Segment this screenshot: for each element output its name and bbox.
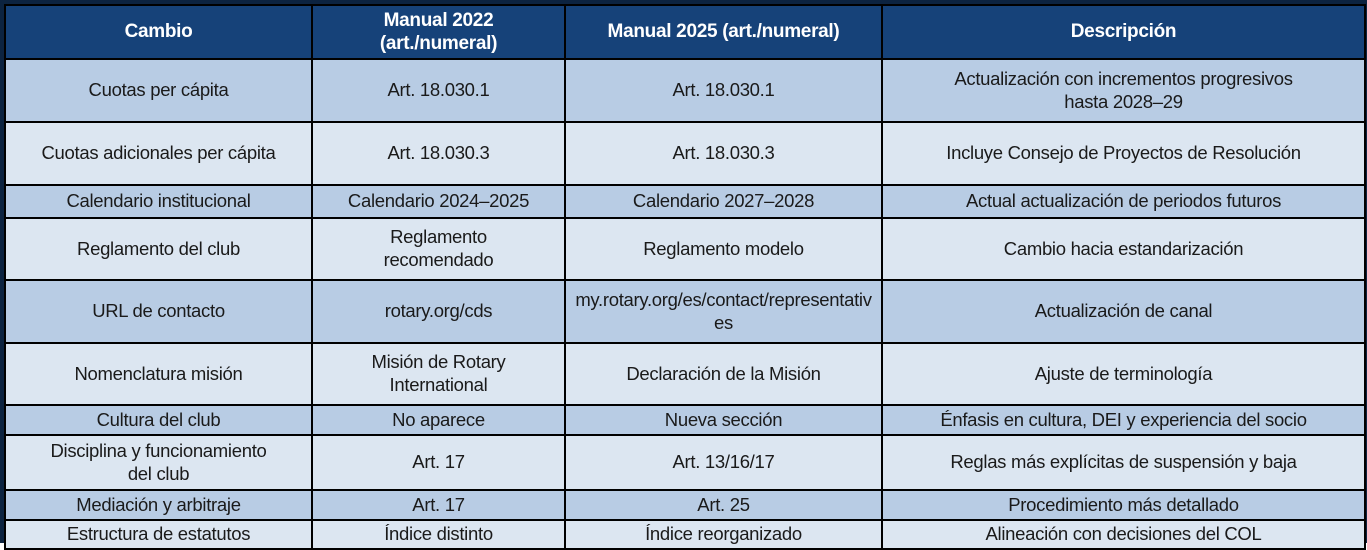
cell-manual-2022: Índice distinto — [311, 519, 566, 550]
cell-manual-2025: Reglamento modelo — [564, 217, 883, 281]
cell-cambio: Cuotas adicionales per cápita — [4, 121, 313, 186]
table-row: Calendario institucional Calendario 2024… — [4, 184, 1366, 219]
cell-manual-2022: No aparece — [311, 404, 566, 436]
cell-descripcion: Ajuste de terminología — [881, 342, 1366, 406]
cell-manual-2025: Art. 18.030.1 — [564, 58, 883, 123]
cell-descripcion: Cambio hacia estandarización — [881, 217, 1366, 281]
table-row: Estructura de estatutos Índice distinto … — [4, 519, 1366, 550]
cell-manual-2025: Calendario 2027–2028 — [564, 184, 883, 219]
table-row: Mediación y arbitraje Art. 17 Art. 25 Pr… — [4, 489, 1366, 521]
cell-cambio: Mediación y arbitraje — [4, 489, 313, 521]
cell-descripcion: Actualización con incrementos progresivo… — [881, 58, 1366, 123]
cell-descripcion: Incluye Consejo de Proyectos de Resoluci… — [881, 121, 1366, 186]
cell-manual-2025: Índice reorganizado — [564, 519, 883, 550]
cell-manual-2022: Art. 18.030.3 — [311, 121, 566, 186]
column-header-manual-2022: Manual 2022 (art./numeral) — [311, 4, 566, 60]
cell-cambio: Cultura del club — [4, 404, 313, 436]
cell-descripcion: Alineación con decisiones del COL — [881, 519, 1366, 550]
cell-manual-2022: Calendario 2024–2025 — [311, 184, 566, 219]
table-row: Disciplina y funcionamiento del club Art… — [4, 434, 1366, 491]
cell-manual-2022: Art. 17 — [311, 434, 566, 491]
cell-manual-2022: rotary.org/cds — [311, 279, 566, 344]
cell-cambio: Reglamento del club — [4, 217, 313, 281]
manual-comparison-table: Cambio Manual 2022 (art./numeral) Manual… — [4, 4, 1366, 550]
cell-cambio: URL de contacto — [4, 279, 313, 344]
column-header-manual-2025: Manual 2025 (art./numeral) — [564, 4, 883, 60]
cell-descripcion: Reglas más explícitas de suspensión y ba… — [881, 434, 1366, 491]
cell-cambio: Disciplina y funcionamiento del club — [4, 434, 313, 491]
table-row: Cuotas adicionales per cápita Art. 18.03… — [4, 121, 1366, 186]
cell-descripcion: Actualización de canal — [881, 279, 1366, 344]
cell-manual-2025: my.rotary.org/es/contact/representatives — [564, 279, 883, 344]
cell-manual-2025: Nueva sección — [564, 404, 883, 436]
table-row: Cuotas per cápita Art. 18.030.1 Art. 18.… — [4, 58, 1366, 123]
cell-cambio: Cuotas per cápita — [4, 58, 313, 123]
table-row: Reglamento del club Reglamento recomenda… — [4, 217, 1366, 281]
cell-manual-2025: Declaración de la Misión — [564, 342, 883, 406]
table-row: URL de contacto rotary.org/cds my.rotary… — [4, 279, 1366, 344]
header-row: Cambio Manual 2022 (art./numeral) Manual… — [4, 4, 1366, 60]
cell-manual-2022: Misión de Rotary International — [311, 342, 566, 406]
cell-cambio: Nomenclatura misión — [4, 342, 313, 406]
cell-manual-2025: Art. 25 — [564, 489, 883, 521]
table-row: Nomenclatura misión Misión de Rotary Int… — [4, 342, 1366, 406]
cell-manual-2022: Reglamento recomendado — [311, 217, 566, 281]
cell-manual-2022: Art. 17 — [311, 489, 566, 521]
column-header-descripcion: Descripción — [881, 4, 1366, 60]
cell-cambio: Estructura de estatutos — [4, 519, 313, 550]
cell-descripcion: Actual actualización de periodos futuros — [881, 184, 1366, 219]
column-header-cambio: Cambio — [4, 4, 313, 60]
cell-manual-2025: Art. 18.030.3 — [564, 121, 883, 186]
table-row: Cultura del club No aparece Nueva secció… — [4, 404, 1366, 436]
cell-descripcion: Énfasis en cultura, DEI y experiencia de… — [881, 404, 1366, 436]
cell-cambio: Calendario institucional — [4, 184, 313, 219]
cell-manual-2025: Art. 13/16/17 — [564, 434, 883, 491]
cell-descripcion: Procedimiento más detallado — [881, 489, 1366, 521]
cell-manual-2022: Art. 18.030.1 — [311, 58, 566, 123]
